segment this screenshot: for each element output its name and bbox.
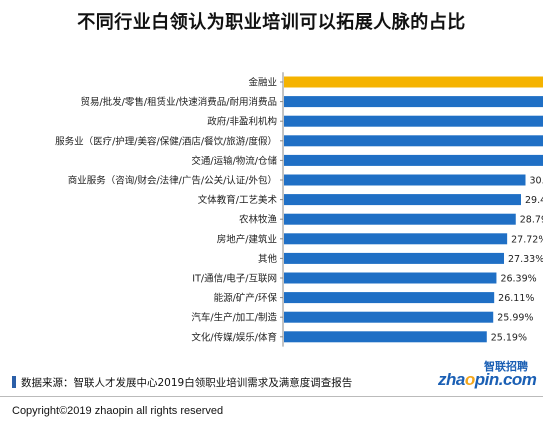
category-label: 文体教育/工艺美术 — [198, 194, 278, 206]
bar — [284, 194, 521, 206]
category-label: 金融业 — [248, 77, 277, 89]
bar — [284, 76, 543, 88]
value-label: 28.79% — [520, 215, 543, 226]
source-marker — [12, 376, 16, 388]
category-label: 服务业（医疗/护理/美容/保健/酒店/餐饮/旅游/度假） — [55, 135, 277, 147]
value-label: 26.39% — [500, 274, 536, 285]
logo-en-text: zhaopin.com — [438, 370, 537, 390]
category-label: IT/通信/电子/互联网 — [192, 273, 277, 285]
logo-en-o: o — [464, 370, 475, 389]
bar — [284, 252, 505, 264]
logo-en-prefix: zha — [438, 370, 465, 389]
bar-chart: 金融业37.27%贸易/批发/零售/租赁业/快速消费品/耐用消费品34.91%政… — [55, 72, 543, 347]
footer-divider — [0, 396, 543, 397]
category-label: 农林牧渔 — [239, 214, 278, 226]
category-label: 文化/传媒/娱乐/体育 — [191, 331, 277, 343]
source-text: 数据来源：智联人才发展中心2019白领职业培训需求及满意度调查报告 — [21, 377, 353, 389]
value-label: 26.11% — [498, 293, 534, 304]
bar — [284, 135, 543, 147]
value-label: 30.00% — [530, 176, 543, 187]
value-label: 27.33% — [508, 254, 543, 265]
category-label: 商业服务（咨询/财会/法律/广告/公关/认证/外包） — [68, 175, 277, 187]
category-label: 能源/矿产/环保 — [214, 292, 278, 304]
bar — [284, 272, 497, 284]
category-label: 政府/非盈利机构 — [207, 116, 277, 128]
category-label: 交通/运输/物流/仓储 — [191, 155, 277, 167]
chart-title: 不同行业白领认为职业培训可以拓展人脉的占比 — [77, 12, 466, 33]
category-label: 其他 — [258, 253, 278, 265]
bar — [284, 331, 487, 343]
value-label: 27.72% — [511, 234, 543, 245]
logo-en-suffix: pin.com — [474, 370, 537, 389]
bar — [284, 213, 516, 225]
value-label: 25.19% — [491, 332, 527, 343]
logo-cn-text: 智联招聘 — [484, 360, 528, 373]
category-label: 汽车/生产/加工/制造 — [191, 312, 277, 324]
value-label: 29.44% — [525, 195, 543, 206]
copyright: Copyright©2019 zhaopin all rights reserv… — [12, 405, 224, 417]
category-label: 贸易/批发/零售/租赁业/快速消费品/耐用消费品 — [80, 96, 277, 108]
bar — [284, 96, 543, 108]
category-label: 房地产/建筑业 — [217, 233, 277, 245]
bar — [284, 292, 495, 304]
bar — [284, 115, 543, 127]
bar — [284, 154, 543, 166]
bar — [284, 311, 494, 323]
zhaopin-logo: 智联招聘 zhaopin.com — [438, 358, 537, 394]
value-label: 25.99% — [497, 313, 533, 324]
bar — [284, 233, 508, 245]
data-source: 数据来源：智联人才发展中心2019白领职业培训需求及满意度调查报告 — [12, 375, 352, 390]
bar — [284, 174, 526, 186]
